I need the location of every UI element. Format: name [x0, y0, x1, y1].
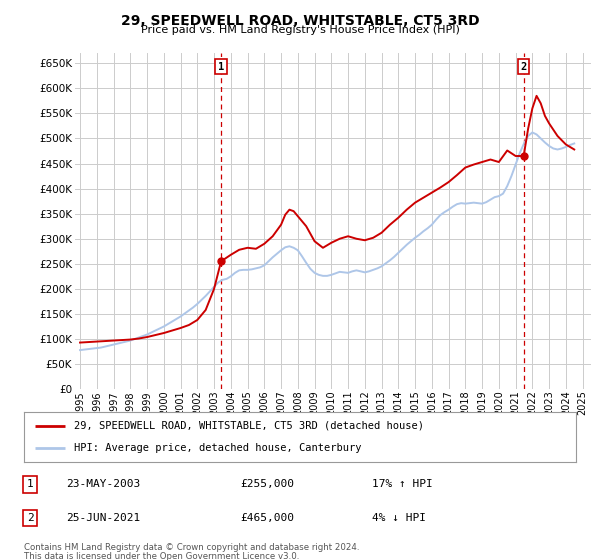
Text: £465,000: £465,000	[240, 513, 294, 523]
Text: This data is licensed under the Open Government Licence v3.0.: This data is licensed under the Open Gov…	[24, 552, 299, 560]
Text: 23-MAY-2003: 23-MAY-2003	[66, 479, 140, 489]
Text: HPI: Average price, detached house, Canterbury: HPI: Average price, detached house, Cant…	[74, 443, 361, 453]
Text: 1: 1	[218, 62, 224, 72]
Text: Contains HM Land Registry data © Crown copyright and database right 2024.: Contains HM Land Registry data © Crown c…	[24, 543, 359, 552]
Text: 2: 2	[26, 513, 34, 523]
Text: 29, SPEEDWELL ROAD, WHITSTABLE, CT5 3RD (detached house): 29, SPEEDWELL ROAD, WHITSTABLE, CT5 3RD …	[74, 421, 424, 431]
Text: 1: 1	[26, 479, 34, 489]
Text: 29, SPEEDWELL ROAD, WHITSTABLE, CT5 3RD: 29, SPEEDWELL ROAD, WHITSTABLE, CT5 3RD	[121, 14, 479, 28]
Text: 2: 2	[521, 62, 527, 72]
Text: 25-JUN-2021: 25-JUN-2021	[66, 513, 140, 523]
Text: Price paid vs. HM Land Registry's House Price Index (HPI): Price paid vs. HM Land Registry's House …	[140, 25, 460, 35]
Text: 17% ↑ HPI: 17% ↑ HPI	[372, 479, 433, 489]
Text: 4% ↓ HPI: 4% ↓ HPI	[372, 513, 426, 523]
Text: £255,000: £255,000	[240, 479, 294, 489]
